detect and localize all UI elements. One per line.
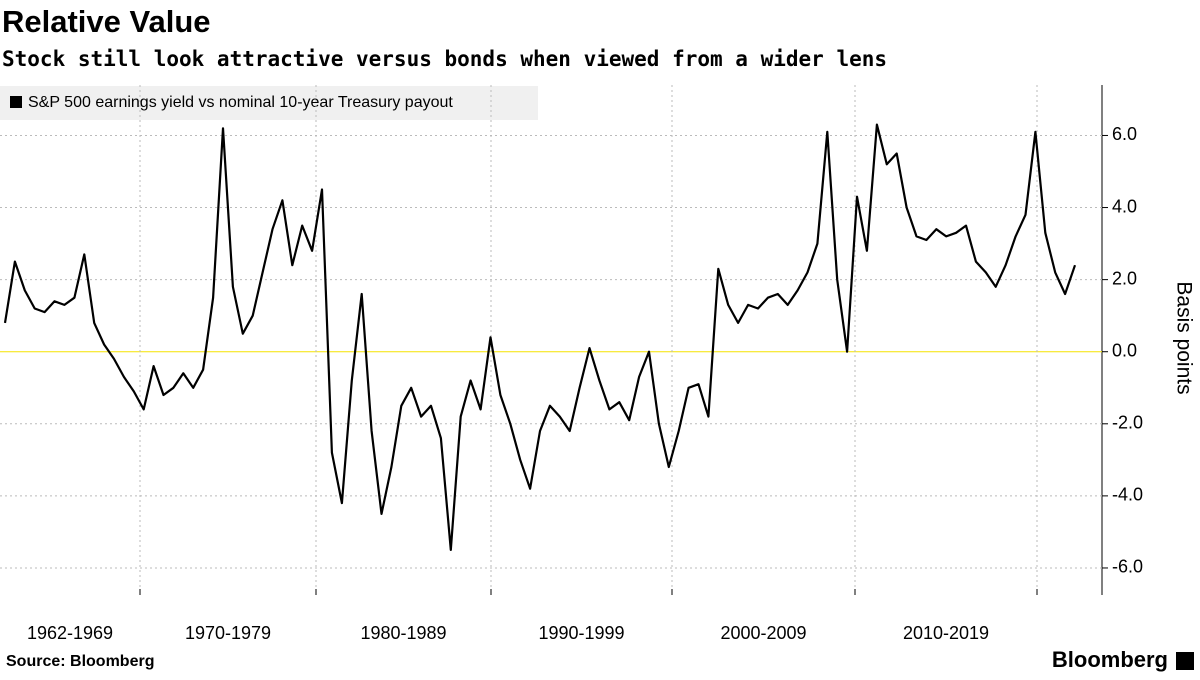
y-tick-label: 2.0	[1112, 268, 1137, 288]
legend: S&P 500 earnings yield vs nominal 10-yea…	[0, 86, 538, 120]
chart-title: Relative Value	[2, 4, 211, 39]
brand: Bloomberg	[1052, 647, 1168, 672]
y-tick-label: 4.0	[1112, 196, 1137, 216]
x-tick-label: 1970-1979	[185, 623, 271, 643]
x-tick-label: 1980-1989	[360, 623, 446, 643]
x-tick-label: 1990-1999	[538, 623, 624, 643]
y-tick-label: 0.0	[1112, 340, 1137, 360]
y-tick-label: 6.0	[1112, 124, 1137, 144]
legend-label: S&P 500 earnings yield vs nominal 10-yea…	[28, 94, 453, 111]
y-tick-label: -6.0	[1112, 557, 1143, 577]
chart-subtitle: Stock still look attractive versus bonds…	[2, 47, 887, 71]
y-tick-label: -2.0	[1112, 413, 1143, 433]
x-tick-label: 1962-1969	[27, 623, 113, 643]
y-axis-label: Basis points	[1172, 281, 1195, 394]
brand-icon	[1176, 652, 1194, 670]
x-tick-label: 2010-2019	[903, 623, 989, 643]
legend-swatch	[10, 96, 22, 108]
series-line	[3, 123, 1077, 551]
y-tick-label: -4.0	[1112, 485, 1143, 505]
x-tick-label: 2000-2009	[720, 623, 806, 643]
legend-box	[0, 86, 538, 120]
source: Source: Bloomberg	[6, 653, 154, 670]
